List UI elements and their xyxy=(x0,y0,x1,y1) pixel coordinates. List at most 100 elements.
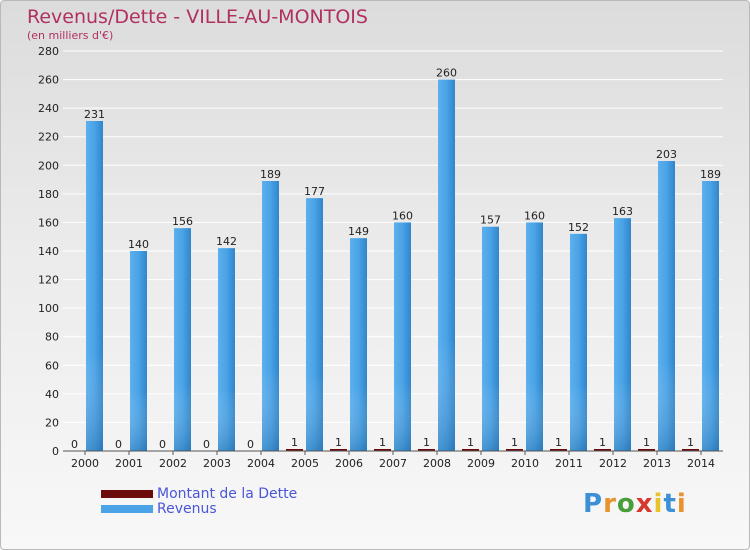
dette-bar xyxy=(330,449,347,451)
revenus-bar-shade xyxy=(174,228,191,451)
revenus-value-label: 260 xyxy=(436,67,457,80)
y-tick-label: 200 xyxy=(38,159,59,172)
legend-label-dette: Montant de la Dette xyxy=(157,486,298,502)
y-tick-label: 0 xyxy=(52,445,59,458)
y-tick-label: 20 xyxy=(45,416,59,429)
revenus-value-label: 157 xyxy=(480,214,501,227)
revenus-value-label: 189 xyxy=(260,168,281,181)
y-tick-label: 40 xyxy=(45,388,59,401)
dette-value-label: 1 xyxy=(687,436,694,449)
dette-bar xyxy=(506,449,523,451)
revenus-bar-shade xyxy=(702,181,719,451)
dette-value-label: 1 xyxy=(379,436,386,449)
dette-bar xyxy=(682,449,699,451)
revenus-bar-shade xyxy=(130,251,147,451)
y-tick-label: 220 xyxy=(38,131,59,144)
bar-series xyxy=(86,79,719,452)
logo-letter: P xyxy=(583,489,604,519)
revenus-bar-shade xyxy=(658,161,675,451)
x-tick-label: 2009 xyxy=(467,457,495,470)
revenus-value-label: 152 xyxy=(568,221,589,234)
y-tick-label: 100 xyxy=(38,302,59,315)
dette-value-label: 0 xyxy=(115,438,122,451)
x-axis-ticks: 2000 2001 2002 2003 2004 2005 2006 2007 2008 2009… xyxy=(71,451,715,470)
grid-lines xyxy=(63,50,723,423)
y-tick-label: 260 xyxy=(38,74,59,87)
y-tick-label: 180 xyxy=(38,188,59,201)
dette-value-label: 0 xyxy=(203,438,210,451)
dette-bar xyxy=(638,449,655,451)
x-tick-label: 2002 xyxy=(159,457,187,470)
dette-value-label: 1 xyxy=(335,436,342,449)
dette-value-label: 0 xyxy=(247,438,254,451)
dette-bar xyxy=(550,449,567,451)
y-tick-label: 140 xyxy=(38,245,59,258)
revenus-value-label: 160 xyxy=(524,209,545,222)
revenus-value-label: 231 xyxy=(84,108,105,121)
logo-letter: o xyxy=(616,489,636,519)
dette-value-label: 0 xyxy=(159,438,166,451)
x-tick-label: 2008 xyxy=(423,457,451,470)
dette-value-label: 1 xyxy=(599,436,606,449)
y-tick-label: 60 xyxy=(45,359,59,372)
dette-value-label: 0 xyxy=(71,438,78,451)
x-tick-label: 2004 xyxy=(247,457,275,470)
x-tick-label: 2005 xyxy=(291,457,319,470)
dette-bar xyxy=(462,449,479,451)
x-tick-label: 2014 xyxy=(687,457,715,470)
x-tick-label: 2003 xyxy=(203,457,231,470)
revenus-value-label: 156 xyxy=(172,215,193,228)
revenus-bar-shade xyxy=(262,181,279,451)
revenus-bar-shade xyxy=(306,198,323,451)
x-tick-label: 2012 xyxy=(599,457,627,470)
logo-letter: r xyxy=(603,489,617,519)
logo-letter: i xyxy=(653,489,664,519)
revenus-bar-shade xyxy=(614,218,631,451)
revenus-value-label: 142 xyxy=(216,235,237,248)
y-tick-label: 240 xyxy=(38,102,59,115)
dette-bar xyxy=(374,449,391,451)
revenus-value-label: 189 xyxy=(700,168,721,181)
x-tick-label: 2001 xyxy=(115,457,143,470)
logo-letter: x xyxy=(635,489,654,519)
dette-value-label: 1 xyxy=(643,436,650,449)
data-labels: 0 231 0 140 0 156 0 142 0 189 1 177 1 149 1 160 1 260 1 157… xyxy=(71,67,721,451)
legend-label-revenus: Revenus xyxy=(157,501,217,517)
legend-swatch-revenus xyxy=(101,505,153,513)
x-tick-label: 2011 xyxy=(555,457,583,470)
dette-bar xyxy=(418,449,435,451)
x-tick-label: 2013 xyxy=(643,457,671,470)
chart-subtitle: (en milliers d'€) xyxy=(27,29,114,42)
y-tick-label: 80 xyxy=(45,331,59,344)
revenus-bar-shade xyxy=(86,121,103,451)
dette-bar xyxy=(594,449,611,451)
revenus-value-label: 177 xyxy=(304,185,325,198)
revenus-value-label: 160 xyxy=(392,209,413,222)
x-tick-label: 2006 xyxy=(335,457,363,470)
dette-value-label: 1 xyxy=(423,436,430,449)
y-tick-label: 160 xyxy=(38,216,59,229)
revenus-value-label: 163 xyxy=(612,205,633,218)
logo-letter: i xyxy=(676,489,687,519)
x-tick-label: 2007 xyxy=(379,457,407,470)
revenus-bar-shade xyxy=(394,222,411,451)
revenus-bar-shade xyxy=(350,238,367,451)
x-tick-label: 2000 xyxy=(71,457,99,470)
revenus-bar-shade xyxy=(570,233,587,451)
dette-bar xyxy=(286,449,303,451)
y-axis-ticks: 0 20 40 60 80 100 120 140 160 180 200 220 240 260 280 xyxy=(38,45,59,458)
dette-value-label: 1 xyxy=(467,436,474,449)
proxiti-logo: Proxiti xyxy=(583,489,687,519)
revenus-bar-shade xyxy=(218,248,235,451)
revenus-bar-shade xyxy=(438,79,455,452)
x-tick-label: 2010 xyxy=(511,457,539,470)
dette-value-label: 1 xyxy=(291,436,298,449)
dette-value-label: 1 xyxy=(555,436,562,449)
revenus-value-label: 140 xyxy=(128,238,149,251)
revenus-bar-shade xyxy=(482,226,499,451)
logo-letter: t xyxy=(663,489,677,519)
revenus-value-label: 203 xyxy=(656,148,677,161)
revenus-bar-shade xyxy=(526,222,543,451)
